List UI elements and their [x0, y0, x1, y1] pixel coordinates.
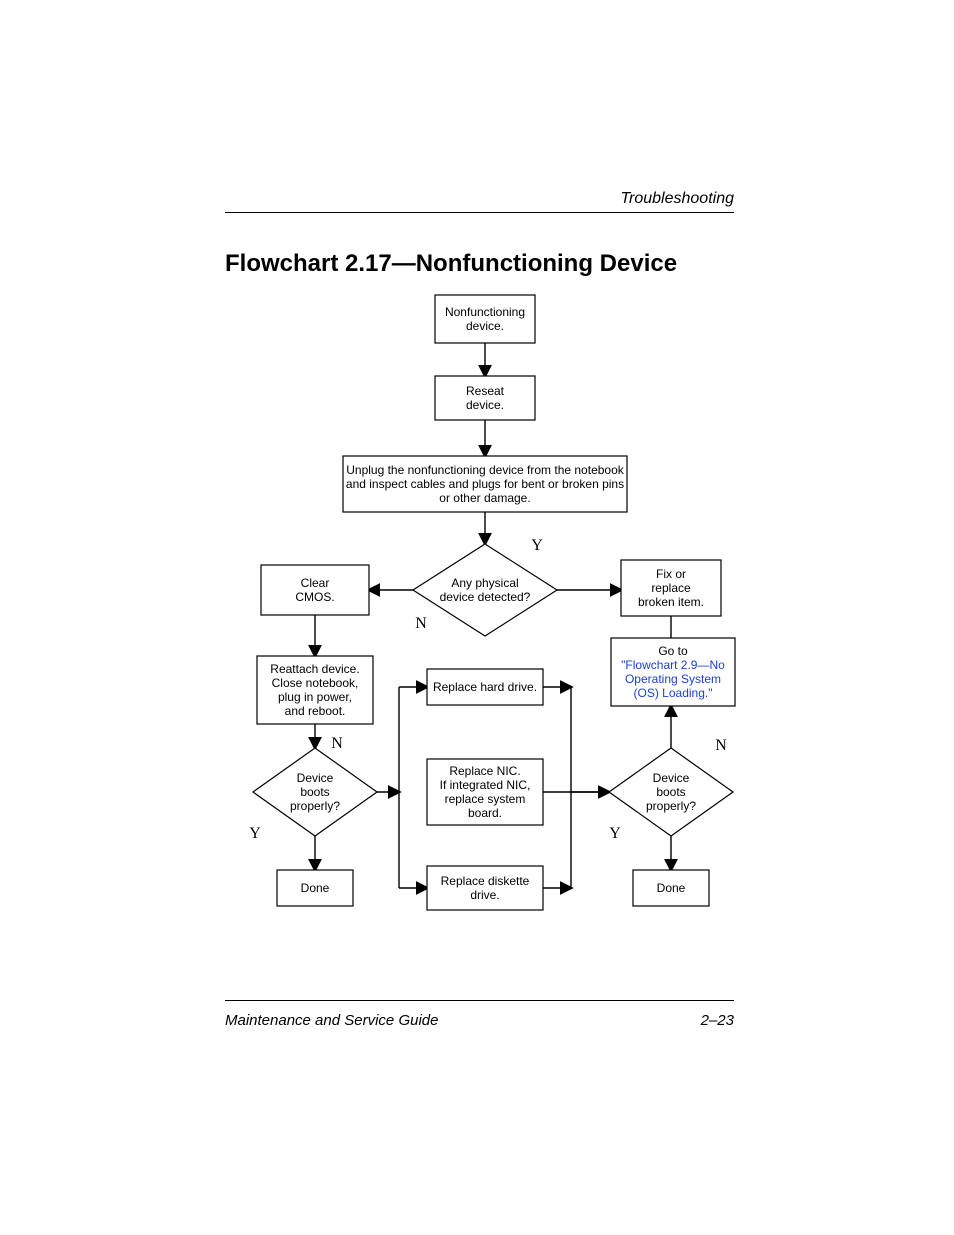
svg-text:Unplug the nonfunctioning devi: Unplug the nonfunctioning device from th…: [346, 463, 625, 477]
svg-text:drive.: drive.: [470, 888, 499, 902]
svg-text:Y: Y: [609, 825, 621, 842]
svg-text:"Flowchart 2.9—No: "Flowchart 2.9—No: [621, 658, 725, 672]
svg-text:properly?: properly?: [290, 799, 340, 813]
svg-text:N: N: [715, 737, 727, 754]
document-page: Troubleshooting Flowchart 2.17—Nonfuncti…: [0, 0, 954, 1235]
svg-text:Done: Done: [657, 881, 686, 895]
svg-text:Device: Device: [297, 771, 334, 785]
svg-text:and reboot.: and reboot.: [285, 704, 346, 718]
svg-text:Y: Y: [249, 825, 261, 842]
svg-text:If integrated NIC,: If integrated NIC,: [440, 778, 531, 792]
svg-text:properly?: properly?: [646, 799, 696, 813]
svg-text:Device: Device: [653, 771, 690, 785]
svg-text:Replace hard drive.: Replace hard drive.: [433, 680, 537, 694]
svg-text:Reseat: Reseat: [466, 384, 505, 398]
svg-text:Done: Done: [301, 881, 330, 895]
svg-text:N: N: [331, 735, 343, 752]
svg-text:Any physical: Any physical: [451, 576, 518, 590]
svg-text:plug in power,: plug in power,: [278, 690, 352, 704]
svg-text:Close notebook,: Close notebook,: [272, 676, 359, 690]
page-title: Flowchart 2.17—Nonfunctioning Device: [225, 250, 677, 278]
svg-text:or other damage.: or other damage.: [439, 491, 530, 505]
flowchart: Nonfunctioningdevice.Reseatdevice.Unplug…: [225, 290, 745, 950]
svg-text:device.: device.: [466, 319, 504, 333]
svg-text:and inspect cables and plugs f: and inspect cables and plugs for bent or…: [346, 477, 624, 491]
svg-text:boots: boots: [656, 785, 685, 799]
svg-text:replace: replace: [651, 581, 691, 595]
svg-text:N: N: [415, 615, 427, 632]
footer-rule: [225, 1000, 734, 1001]
svg-text:board.: board.: [468, 806, 502, 820]
svg-text:broken item.: broken item.: [638, 595, 704, 609]
svg-text:Replace diskette: Replace diskette: [441, 874, 530, 888]
header-rule: [225, 212, 734, 213]
svg-text:Go to: Go to: [658, 644, 688, 658]
svg-text:Fix or: Fix or: [656, 567, 686, 581]
svg-text:device detected?: device detected?: [440, 590, 531, 604]
section-header: Troubleshooting: [620, 190, 734, 208]
footer-left: Maintenance and Service Guide: [225, 1012, 438, 1029]
svg-text:Operating System: Operating System: [625, 672, 721, 686]
svg-text:Reattach device.: Reattach device.: [270, 662, 359, 676]
footer-right: 2–23: [701, 1012, 734, 1029]
svg-text:Y: Y: [531, 537, 543, 554]
svg-text:CMOS.: CMOS.: [295, 590, 334, 604]
svg-text:Replace NIC.: Replace NIC.: [449, 764, 520, 778]
svg-text:Clear: Clear: [301, 576, 330, 590]
svg-text:(OS) Loading.": (OS) Loading.": [634, 686, 713, 700]
svg-text:boots: boots: [300, 785, 329, 799]
svg-text:Nonfunctioning: Nonfunctioning: [445, 305, 525, 319]
svg-text:device.: device.: [466, 398, 504, 412]
svg-text:replace system: replace system: [445, 792, 526, 806]
